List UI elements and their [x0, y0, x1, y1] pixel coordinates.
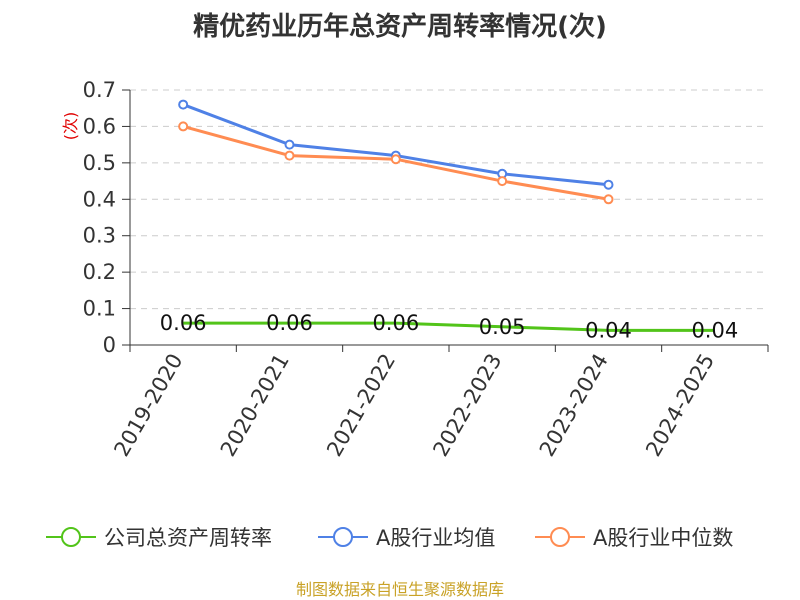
data-point — [178, 121, 189, 132]
data-label: 0.06 — [160, 311, 207, 335]
y-tick-label: 0 — [103, 333, 116, 357]
x-tick-label: 2020-2021 — [216, 350, 294, 461]
data-label: 0.06 — [266, 311, 313, 335]
x-tick-label: 2023-2024 — [535, 350, 613, 461]
legend-marker — [333, 527, 353, 547]
data-label: 0.04 — [585, 318, 632, 342]
data-point — [284, 139, 295, 150]
data-point — [390, 154, 401, 165]
series-line — [183, 321, 715, 332]
data-point — [497, 176, 508, 187]
data-point — [284, 150, 295, 161]
x-tick-label: 2024-2025 — [641, 350, 719, 461]
source-note: 制图数据来自恒生聚源数据库 — [296, 580, 504, 599]
y-tick-label: 0.1 — [83, 297, 116, 321]
gridlines — [130, 89, 768, 310]
x-tick-label: 2021-2022 — [322, 350, 400, 461]
data-label: 0.06 — [372, 311, 419, 335]
data-label: 0.04 — [691, 318, 738, 342]
y-tick-label: 0.6 — [83, 114, 116, 138]
data-point — [178, 99, 189, 110]
axes: 0 0.1 0.2 0.3 0.4 0.5 0.6 0.7 2019-2020 2020-2021… — [83, 78, 769, 461]
y-tick-label: 0.2 — [83, 260, 116, 284]
y-tick-label: 0.5 — [83, 151, 116, 175]
legend: 公司总资产周转率 A股行业均值 A股行业中位数 — [46, 526, 733, 550]
series-layer: 0.06 0.06 0.06 0.05 0.04 0.04 — [160, 99, 738, 342]
chart-title: 精优药业历年总资产周转率情况(次) — [193, 11, 607, 42]
legend-marker — [550, 527, 570, 547]
y-tick-label: 0.7 — [83, 78, 116, 102]
legend-marker — [61, 527, 81, 547]
legend-label: 公司总资产周转率 — [104, 526, 272, 550]
legend-label: A股行业均值 — [376, 526, 495, 550]
y-tick-label: 0.4 — [83, 187, 116, 211]
y-tick-label: 0.3 — [83, 224, 116, 248]
legend-label: A股行业中位数 — [593, 526, 733, 550]
data-label: 0.05 — [479, 315, 526, 339]
x-tick-label: 2019-2020 — [109, 350, 187, 461]
x-tick-label: 2022-2023 — [428, 349, 506, 460]
y-axis-label: (次) — [61, 112, 80, 141]
data-point — [603, 194, 614, 205]
data-point — [603, 179, 614, 190]
